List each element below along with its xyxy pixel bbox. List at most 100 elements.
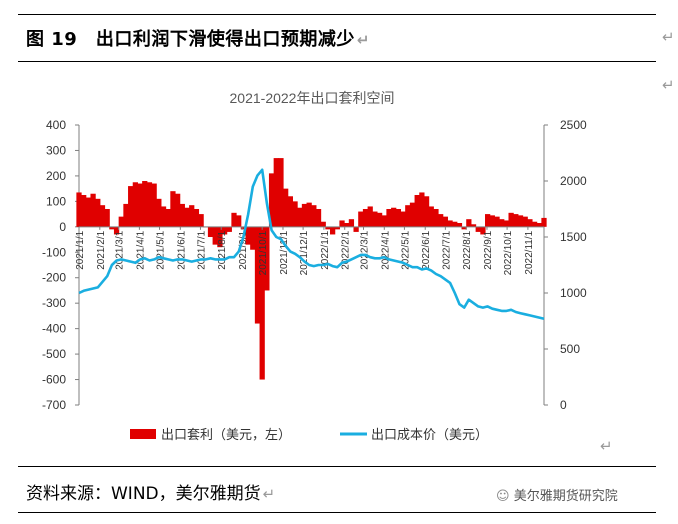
profit-bar <box>372 211 378 227</box>
profit-bar <box>217 226 223 248</box>
x-tick-label: 2021/1/1 <box>75 230 86 269</box>
profit-bar <box>527 219 533 227</box>
profit-bar <box>137 183 143 227</box>
right-tick-label: 2000 <box>560 174 587 188</box>
profit-bar <box>85 197 92 227</box>
profit-bar <box>419 192 425 227</box>
x-tick-label: 2021/4/1 <box>135 230 146 269</box>
profit-bar <box>405 205 411 227</box>
x-tick-label: 2021/7/1 <box>196 230 207 269</box>
right-tick-label: 0 <box>560 398 567 412</box>
profit-bar <box>90 193 96 227</box>
source-note: 资料来源：WIND，美尔雅期货 ↵ <box>26 484 276 504</box>
profit-bar <box>466 219 472 227</box>
profit-bar <box>128 186 134 227</box>
legend-label-cost: 出口成本价（美元） <box>371 427 488 442</box>
x-tick-label: 2022/1/1 <box>320 230 331 269</box>
profit-bar <box>536 223 542 227</box>
profit-bar <box>151 183 157 227</box>
profit-bar <box>264 226 270 291</box>
x-tick-label: 2021/11/1 <box>279 230 290 274</box>
profit-bar <box>193 209 200 227</box>
x-tick-label: 2021/10/1 <box>258 230 269 275</box>
profit-bar <box>362 209 369 227</box>
profit-bar <box>259 226 265 380</box>
watermark: ☺ 美尔雅期货研究院 <box>496 489 618 504</box>
profit-bar <box>311 205 317 227</box>
return-mark: ↵ <box>356 31 370 49</box>
profit-bar <box>475 226 481 232</box>
profit-bar <box>113 226 120 235</box>
profit-bar <box>508 212 514 227</box>
profit-bar <box>231 212 237 227</box>
profit-bar <box>513 214 519 227</box>
profit-bar <box>499 219 505 227</box>
profit-bars <box>76 158 547 380</box>
profit-bar <box>250 226 256 250</box>
profit-bar <box>104 209 110 227</box>
return-mark: ↵ <box>662 28 675 46</box>
right-tick-label: 1000 <box>560 286 587 300</box>
profit-bar <box>123 203 129 227</box>
profit-bar <box>461 226 467 230</box>
profit-bar <box>348 219 355 227</box>
right-tick-label: 500 <box>560 342 580 356</box>
left-tick-label: -100 <box>42 245 66 259</box>
profit-bar <box>334 226 340 230</box>
profit-bar <box>254 226 261 324</box>
left-tick-label: 200 <box>46 169 66 183</box>
profit-bar <box>353 226 359 232</box>
left-tick-label: 0 <box>59 220 66 234</box>
x-tick-label: 2022/10/1 <box>503 230 514 275</box>
x-tick-label: 2022/3/1 <box>360 230 371 269</box>
profit-bar <box>452 221 458 227</box>
profit-bar <box>315 209 322 227</box>
profit-bar <box>409 202 416 227</box>
profit-bar <box>175 193 181 227</box>
return-mark: ↵ <box>262 485 276 503</box>
legend: 出口套利（美元，左） 出口成本价（美元） <box>130 427 488 442</box>
figure-title: 图 19 出口利润下滑使得出口预期减少 ↵ <box>26 29 370 50</box>
x-tick-label: 2022/7/1 <box>441 230 452 269</box>
profit-bar <box>325 226 331 230</box>
x-tick-label: 2022/5/1 <box>400 230 411 269</box>
x-tick-label: 2021/3/1 <box>115 230 126 269</box>
profit-bar <box>156 198 162 227</box>
left-tick-label: 300 <box>46 143 66 157</box>
left-tick-label: -400 <box>42 322 66 336</box>
profit-bar <box>541 217 547 227</box>
profit-bar <box>438 214 444 227</box>
cost-line <box>78 168 545 321</box>
left-tick-label: 100 <box>46 194 66 208</box>
profit-bar <box>339 220 345 227</box>
profit-bar <box>517 215 524 227</box>
left-tick-label: -300 <box>42 296 66 310</box>
profit-bar <box>503 220 510 227</box>
profit-bar <box>170 191 176 227</box>
profit-bar <box>395 209 402 227</box>
profit-bar <box>386 209 392 227</box>
profit-bar <box>95 198 101 227</box>
profit-bar <box>179 203 185 227</box>
left-tick-label: -200 <box>42 271 66 285</box>
x-tick-label: 2022/11/1 <box>524 230 535 274</box>
legend-swatch-profit <box>130 429 156 439</box>
profit-bar <box>76 192 82 227</box>
profit-bar <box>301 203 308 227</box>
x-tick-labels: 2021/1/1 2021/2/1 2021/3/1 2021/4/1 2021/5/1… <box>75 226 535 275</box>
x-tick-label: 2022/6/1 <box>421 230 432 269</box>
profit-bar <box>207 226 214 237</box>
profit-bar <box>367 206 373 227</box>
profit-bar <box>245 226 251 245</box>
profit-bar <box>118 216 124 227</box>
profit-bar <box>287 196 293 227</box>
right-tick-label: 1500 <box>560 230 587 244</box>
profit-bar <box>132 182 138 227</box>
legend-label-profit: 出口套利（美元，左） <box>161 427 291 442</box>
return-mark: ↵ <box>600 437 613 455</box>
profit-bar <box>292 201 298 227</box>
profit-bar <box>470 224 477 227</box>
profit-bar <box>485 214 491 227</box>
profit-bar <box>236 215 242 227</box>
profit-bar <box>221 226 228 235</box>
